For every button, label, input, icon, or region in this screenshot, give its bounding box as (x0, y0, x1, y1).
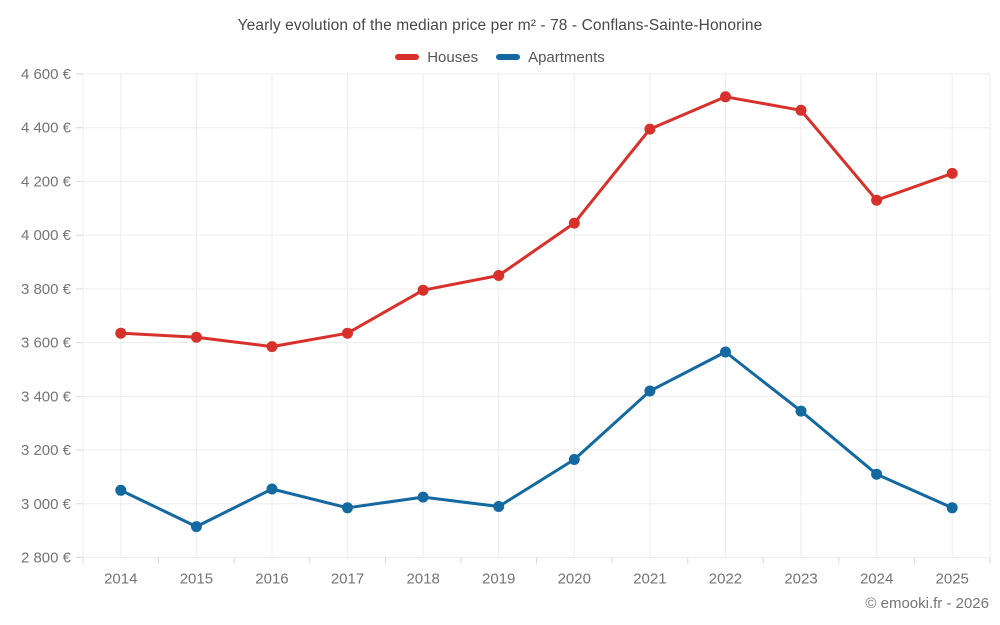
point-houses-2019[interactable] (493, 270, 505, 281)
x-axis-label: 2018 (406, 571, 439, 588)
legend-swatch-houses-icon (395, 54, 420, 60)
point-houses-2024[interactable] (871, 194, 883, 206)
x-axis-label: 2017 (331, 571, 364, 588)
y-axis-label: 3 000 € (21, 496, 72, 513)
point-houses-2015[interactable] (190, 331, 202, 343)
x-axis-label: 2020 (558, 571, 591, 588)
x-axis-label: 2016 (255, 571, 288, 588)
point-houses-2016[interactable] (266, 341, 278, 353)
y-axis-label: 4 400 € (21, 120, 72, 137)
y-axis-label: 3 200 € (21, 442, 72, 459)
point-houses-2025[interactable] (946, 167, 958, 179)
y-axis-label: 4 600 € (21, 66, 72, 83)
point-houses-2017[interactable] (342, 327, 353, 339)
y-axis-label: 4 200 € (21, 173, 72, 190)
point-apartments-2014[interactable] (115, 484, 127, 496)
y-axis-label: 3 400 € (21, 388, 72, 405)
series-line-houses (119, 95, 954, 349)
x-axis-label: 2021 (633, 571, 666, 588)
y-axis-label: 2 800 € (21, 550, 72, 567)
point-apartments-2020[interactable] (568, 454, 580, 465)
point-apartments-2023[interactable] (795, 405, 807, 417)
legend-label: Houses (427, 48, 479, 66)
legend: Houses Apartments (0, 46, 1000, 68)
attribution-text: © emooki.fr - 2026 (865, 595, 989, 612)
y-axis-label: 3 600 € (21, 335, 72, 352)
point-houses-2018[interactable] (417, 284, 429, 296)
series-line-apartments (119, 350, 954, 529)
chart-title: Yearly evolution of the median price per… (237, 17, 763, 34)
point-houses-2022[interactable] (720, 91, 731, 103)
point-houses-2014[interactable] (115, 327, 127, 339)
legend-swatch-apartments-icon (496, 54, 521, 60)
x-axis-label: 2015 (180, 571, 213, 588)
point-apartments-2016[interactable] (266, 483, 278, 495)
x-axis-label: 2025 (936, 571, 969, 588)
point-apartments-2019[interactable] (493, 501, 505, 512)
x-axis-label: 2023 (784, 571, 817, 588)
point-apartments-2017[interactable] (342, 502, 353, 514)
legend-item-houses[interactable]: Houses (395, 49, 478, 66)
point-houses-2021[interactable] (644, 123, 656, 135)
x-axis-label: 2019 (482, 571, 515, 588)
point-apartments-2024[interactable] (871, 468, 883, 480)
x-axis-label: 2022 (709, 571, 742, 588)
y-axis-label: 3 800 € (21, 281, 72, 298)
y-axis-label: 4 000 € (21, 227, 72, 244)
point-apartments-2025[interactable] (946, 502, 958, 514)
point-apartments-2021[interactable] (644, 385, 656, 397)
legend-label: Apartments (528, 48, 605, 66)
x-axis-label: 2024 (860, 571, 893, 588)
point-houses-2020[interactable] (568, 217, 580, 229)
point-apartments-2015[interactable] (190, 521, 202, 533)
legend-item-apartments[interactable]: Apartments (496, 49, 605, 66)
point-apartments-2018[interactable] (417, 491, 429, 503)
point-apartments-2022[interactable] (720, 346, 731, 358)
point-houses-2023[interactable] (795, 104, 807, 116)
x-axis-label: 2014 (104, 571, 137, 588)
